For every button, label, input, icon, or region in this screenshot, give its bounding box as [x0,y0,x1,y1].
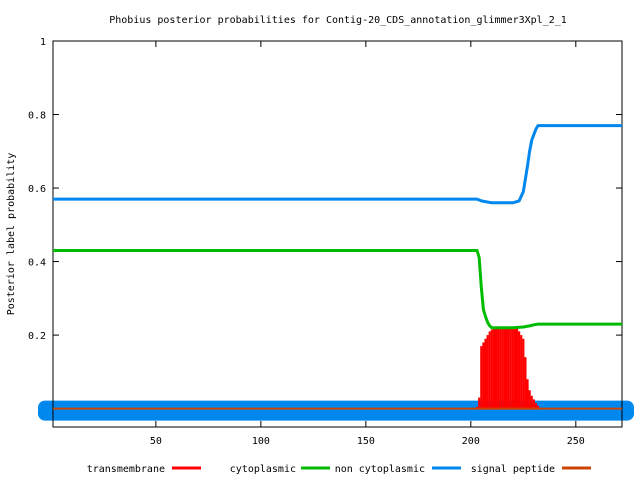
transmembrane-impulse [520,335,523,410]
x-tick-label: 250 [567,436,585,447]
transmembrane-impulse [478,397,481,410]
transmembrane-impulse [515,327,519,410]
transmembrane-impulse [524,357,527,410]
non-cytoplasmic-baseline-band [38,400,634,421]
x-tick-label: 150 [357,436,375,447]
legend-label: cytoplasmic [230,464,296,475]
cytoplasmic-line [53,249,622,330]
plot-frame [52,40,623,428]
transmembrane-impulse [480,346,483,410]
transmembrane-impulse [501,327,504,410]
transmembrane-impulse [482,342,485,410]
non-cytoplasmic-line [53,124,622,205]
transmembrane-impulse [486,335,489,410]
transmembrane-impulse [528,390,531,410]
transmembrane-series [476,327,540,410]
legend-label: non cytoplasmic [335,464,425,475]
transmembrane-impulse [503,327,506,410]
transmembrane-impulse [526,379,529,410]
legend-label: transmembrane [87,464,165,475]
y-tick-label: 1 [40,37,46,48]
y-tick-label: 0.8 [28,111,46,122]
x-tick-label: 200 [462,436,480,447]
transmembrane-impulse [532,399,535,410]
line-series [53,124,622,410]
y-tick-label: 0.6 [28,184,46,195]
legend: transmembrane cytoplasmic non cytoplasmic s… [87,464,591,475]
x-tick-label: 100 [252,436,270,447]
transmembrane-impulse [522,338,525,410]
transmembrane-impulse [505,327,508,410]
transmembrane-impulse [530,395,533,410]
transmembrane-impulse [509,327,512,410]
y-axis-label: Posterior label probability [6,153,17,316]
transmembrane-impulse [490,329,493,410]
x-tick-label: 50 [150,436,162,447]
transmembrane-impulse [507,327,510,410]
transmembrane-impulse [518,331,521,410]
transmembrane-impulse [484,338,487,410]
chart-title: Phobius posterior probabilities for Cont… [109,15,567,26]
legend-label: signal peptide [471,464,555,475]
transmembrane-impulse [534,403,538,410]
transmembrane-impulse [513,327,517,410]
axis-ticks: 50 100 150 200 250 0.2 0.4 0.6 0.8 1 [28,37,622,447]
transmembrane-impulse [488,331,491,410]
y-tick-label: 0.4 [28,258,46,269]
transmembrane-impulse [492,327,496,410]
transmembrane-impulse [494,327,498,410]
transmembrane-impulse [499,327,502,410]
y-tick-label: 0.2 [28,331,46,342]
transmembrane-impulse [511,327,514,410]
transmembrane-impulse [497,327,500,410]
